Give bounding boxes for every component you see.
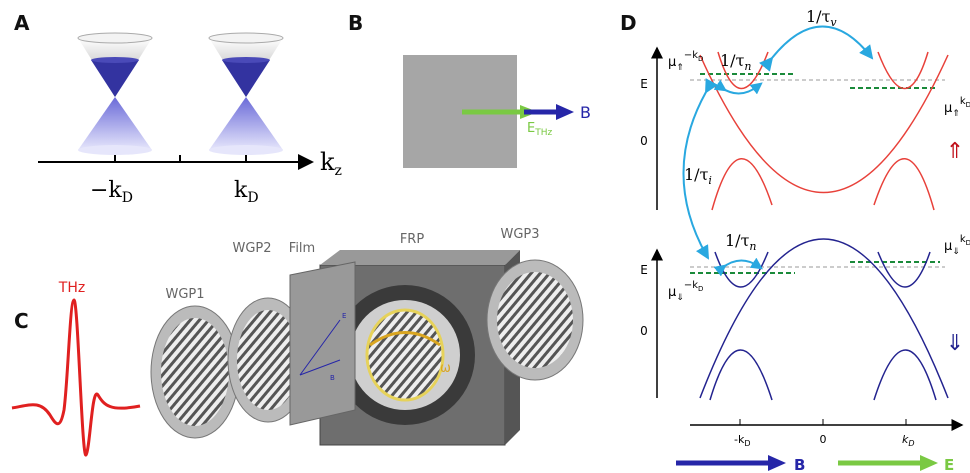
axis-tick-label: -kD	[734, 433, 751, 448]
panel-label: B	[348, 11, 363, 35]
spin-symbol: ⇓	[946, 331, 964, 356]
wgp1	[151, 306, 239, 438]
label-main: μ	[668, 55, 676, 70]
label-sup-sub: D	[698, 55, 703, 63]
label-main: 1/τ	[720, 51, 745, 70]
label-sub: ⇓	[952, 247, 960, 257]
label-main: 1/τ	[684, 165, 709, 184]
label-main: μ	[944, 239, 952, 254]
label-sub: D	[122, 190, 133, 206]
label-sub: ⇓	[676, 293, 684, 303]
point-label: kD	[234, 178, 259, 206]
label-sub: v	[830, 16, 837, 29]
mu-label: μ⇓kD	[944, 234, 970, 257]
wgp3	[487, 260, 583, 380]
label-main: μ	[668, 285, 676, 300]
label-main: E	[527, 121, 535, 136]
component-label: Film	[289, 241, 315, 256]
rate-label: 1/τn	[725, 231, 757, 253]
axis-label: kz	[320, 148, 342, 179]
rate-label: 1/τi	[684, 165, 712, 187]
thz-pulse	[12, 300, 140, 455]
label-sub: THz	[534, 128, 552, 138]
film-field-label: E	[342, 312, 346, 320]
figure: A −kD kD kz B B ETHz C THz WGP1 WGP2 ω F…	[0, 0, 970, 473]
mu-label: μ⇓−kD	[668, 280, 703, 303]
label-main: −k	[90, 178, 122, 203]
label-sub: n	[744, 60, 751, 73]
rate-label: 1/τv	[806, 7, 837, 29]
label-sub: z	[335, 163, 342, 179]
label-sub: D	[247, 190, 258, 206]
label-sup-sub: D	[698, 285, 703, 293]
label-main: μ	[944, 101, 952, 116]
axis-tick-label: E	[640, 263, 648, 277]
label-sub: n	[749, 240, 756, 253]
rate-label: 1/τn	[720, 51, 752, 73]
axis-tick-label: E	[640, 77, 648, 91]
label-main: k	[234, 178, 248, 203]
label-sup: −k	[684, 280, 698, 291]
spin-down-bands	[700, 239, 948, 400]
rotation-label: ω	[440, 361, 451, 376]
cone	[78, 33, 152, 155]
label-sup-sub: D	[966, 101, 970, 109]
axis-tick-label: 0	[820, 433, 827, 446]
label-main: -k	[734, 433, 745, 446]
cone	[209, 33, 283, 155]
scattering-arrows	[683, 27, 872, 269]
label-sup-sub: D	[966, 239, 970, 247]
legend-label: B	[794, 456, 805, 473]
label-sub: ⇑	[676, 63, 684, 73]
panel-label: D	[620, 11, 637, 35]
axis-tick-label: 0	[640, 134, 648, 148]
mu-label: μ⇑−kD	[668, 50, 703, 73]
label-sub: D	[744, 439, 750, 448]
component-label: WGP1	[165, 287, 204, 302]
axis-tick-label: kD	[902, 433, 915, 448]
film-field-label: B	[330, 374, 335, 382]
spin-symbol: ⇑	[946, 139, 964, 164]
pulse-label: THz	[58, 280, 85, 296]
component-label: WGP2	[232, 241, 271, 256]
component-label: FRP	[400, 232, 425, 247]
panel-label: C	[14, 309, 29, 333]
panel-label: A	[14, 11, 30, 35]
label-main: 1/τ	[725, 231, 750, 250]
label-sub: D	[908, 439, 914, 448]
label-main: 1/τ	[806, 7, 831, 26]
component-label: WGP3	[500, 227, 539, 242]
label-sup: −k	[684, 50, 698, 61]
spin-up-bands	[700, 52, 948, 210]
label-sub: i	[708, 174, 712, 187]
legend-label: E	[944, 456, 954, 473]
label-sub: ⇑	[952, 109, 960, 119]
mu-label: μ⇑kD	[944, 96, 970, 119]
label-main: k	[320, 148, 335, 176]
field-label: B	[580, 103, 591, 122]
point-label: −kD	[90, 178, 133, 206]
field-label: ETHz	[527, 121, 552, 138]
axis-tick-label: 0	[640, 324, 648, 338]
